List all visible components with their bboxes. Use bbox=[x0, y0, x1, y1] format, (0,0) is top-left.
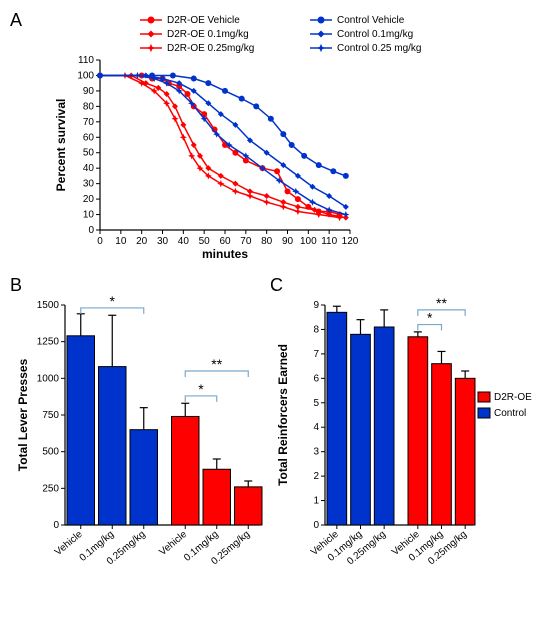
svg-text:30: 30 bbox=[83, 179, 95, 190]
panel-a: A 0 10 20 30 40 50 60 70 80 90 100 110 120 0 10 20 30 40 5… bbox=[10, 10, 538, 265]
svg-text:100: 100 bbox=[77, 70, 94, 81]
svg-text:60: 60 bbox=[83, 132, 95, 143]
svg-text:9: 9 bbox=[313, 300, 319, 311]
svg-text:6: 6 bbox=[313, 373, 319, 384]
svg-text:90: 90 bbox=[83, 86, 95, 97]
svg-text:minutes: minutes bbox=[202, 247, 248, 260]
svg-text:Total Reinforcers Earned: Total Reinforcers Earned bbox=[276, 344, 290, 486]
svg-text:40: 40 bbox=[178, 236, 190, 247]
svg-text:*: * bbox=[427, 310, 433, 326]
svg-text:1: 1 bbox=[313, 496, 319, 507]
svg-text:1250: 1250 bbox=[37, 337, 60, 348]
svg-text:80: 80 bbox=[261, 236, 273, 247]
svg-text:Control 0.1mg/kg: Control 0.1mg/kg bbox=[337, 29, 413, 40]
svg-text:4: 4 bbox=[313, 422, 319, 433]
svg-text:80: 80 bbox=[83, 101, 95, 112]
svg-text:90: 90 bbox=[282, 236, 294, 247]
svg-text:1000: 1000 bbox=[37, 373, 60, 384]
svg-text:40: 40 bbox=[83, 163, 95, 174]
panel-c: C 0123456789Total Reinforcers EarnedVehi… bbox=[270, 275, 538, 600]
svg-text:20: 20 bbox=[83, 194, 95, 205]
panel-b-label: B bbox=[10, 275, 22, 296]
lever-presses-chart: 0 250 500 750 1000 1250 1500 Total Lever Presse… bbox=[10, 275, 270, 595]
svg-text:3: 3 bbox=[313, 447, 319, 458]
svg-text:Control 0.25 mg/kg: Control 0.25 mg/kg bbox=[337, 43, 422, 54]
figure: A 01020304050607080901001101200102030405… bbox=[10, 10, 538, 600]
svg-text:60: 60 bbox=[219, 236, 231, 247]
svg-text:7: 7 bbox=[313, 349, 319, 360]
svg-text:10: 10 bbox=[115, 236, 127, 247]
svg-text:5: 5 bbox=[313, 398, 319, 409]
svg-text:0: 0 bbox=[53, 520, 59, 531]
svg-text:Total Lever Presses: Total Lever Presses bbox=[16, 358, 30, 471]
svg-text:70: 70 bbox=[83, 117, 95, 128]
svg-text:8: 8 bbox=[313, 324, 319, 335]
svg-text:Control Vehicle: Control Vehicle bbox=[337, 15, 405, 26]
survival-chart: 0 10 20 30 40 50 60 70 80 90 100 110 120 0 10 20 30 40 50 6… bbox=[10, 10, 538, 260]
svg-text:110: 110 bbox=[78, 55, 94, 66]
svg-text:D2R-OE Vehicle: D2R-OE Vehicle bbox=[167, 15, 240, 26]
reinforcers-chart: 0123456789Total Reinforcers EarnedVehicl… bbox=[270, 275, 538, 595]
svg-text:D2R-OE: D2R-OE bbox=[494, 392, 532, 403]
svg-text:D2R-OE 0.1mg/kg: D2R-OE 0.1mg/kg bbox=[167, 29, 249, 40]
panel-c-label: C bbox=[270, 275, 283, 296]
svg-text:50: 50 bbox=[199, 236, 211, 247]
svg-text:20: 20 bbox=[136, 236, 148, 247]
svg-text:Percent survival: Percent survival bbox=[54, 99, 68, 192]
svg-text:120: 120 bbox=[342, 236, 359, 247]
svg-text:110: 110 bbox=[321, 236, 337, 247]
panel-a-label: A bbox=[10, 10, 22, 31]
svg-text:500: 500 bbox=[42, 447, 59, 458]
svg-text:**: ** bbox=[211, 356, 222, 372]
svg-text:1500: 1500 bbox=[37, 300, 60, 311]
svg-text:*: * bbox=[198, 381, 204, 397]
svg-text:0: 0 bbox=[97, 236, 103, 247]
svg-text:*: * bbox=[110, 293, 116, 309]
svg-text:30: 30 bbox=[157, 236, 169, 247]
svg-text:2: 2 bbox=[313, 471, 319, 482]
panel-b: B 0 250 500 750 1000 1250 1500 Total Lever Pres… bbox=[10, 275, 270, 600]
svg-text:0: 0 bbox=[313, 520, 319, 531]
svg-text:50: 50 bbox=[83, 148, 95, 159]
svg-text:70: 70 bbox=[240, 236, 252, 247]
svg-text:250: 250 bbox=[42, 483, 59, 494]
svg-text:Control: Control bbox=[494, 408, 526, 419]
svg-text:750: 750 bbox=[42, 410, 59, 421]
svg-text:**: ** bbox=[436, 295, 447, 311]
svg-text:100: 100 bbox=[300, 236, 317, 247]
svg-text:D2R-OE 0.25mg/kg: D2R-OE 0.25mg/kg bbox=[167, 43, 254, 54]
svg-text:0: 0 bbox=[88, 225, 94, 236]
svg-text:10: 10 bbox=[83, 210, 95, 221]
